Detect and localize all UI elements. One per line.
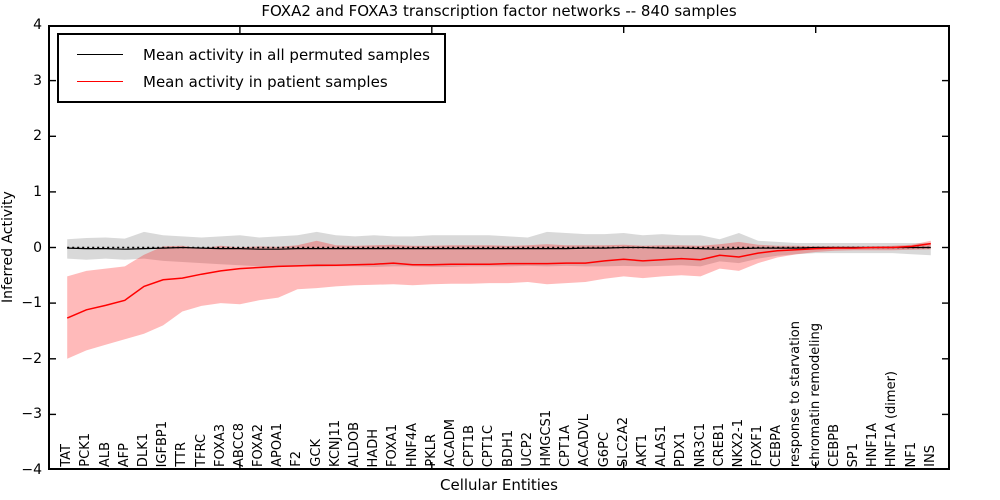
x-category-label: FOXA3 [212,424,228,467]
x-category-label: F2 [289,451,305,467]
x-category-label: ALB [97,441,113,467]
y-tick-label: −3 [21,406,42,423]
x-category-label: PDX1 [673,431,689,467]
x-category-label: ACADM [443,419,459,467]
x-category-label: CEBPB [826,424,842,467]
x-category-label: CEBPA [769,424,785,467]
x-category-label: HNF1A (dimer) [884,370,900,467]
x-category-label: IGFBP1 [155,420,171,467]
x-category-label: ALDOB [347,421,363,467]
y-tick-label: −2 [21,350,42,367]
x-category-label: SLC2A2 [615,416,631,467]
x-category-label: SP1 [846,442,862,467]
x-category-label: ACADVL [577,414,593,467]
x-category-label: APOA1 [270,423,286,467]
x-category-label: CREB1 [711,423,727,467]
chart-title: FOXA2 and FOXA3 transcription factor net… [261,2,737,20]
x-category-label: FOXA1 [385,424,401,467]
x-category-label: AFP [116,442,132,467]
x-category-label: AKT1 [634,434,650,467]
y-tick-label: 3 [33,72,42,89]
x-category-label: NR3C1 [692,422,708,467]
x-category-label: PCK1 [78,433,94,467]
x-category-label: DLK1 [135,432,151,467]
x-category-label: UCP2 [519,432,535,467]
x-category-label: CPT1C [481,424,497,467]
x-category-label: HADH [366,428,382,467]
x-category-label: response to starvation [788,320,804,467]
y-tick-label: 4 [33,17,42,33]
x-category-label: CPT1B [462,424,478,467]
x-category-label: INS [922,445,938,467]
x-category-label: G6PC [596,431,612,467]
plot-area [48,25,950,470]
x-category-label: FOXF1 [750,425,766,467]
legend-label: Mean activity in all permuted samples [143,45,430,64]
x-category-label: ABCC8 [231,422,247,467]
x-category-label: chromatin remodeling [807,323,823,467]
x-category-label: BDH1 [500,430,516,467]
x-category-label: CPT1A [558,424,574,467]
x-category-label: TAT [59,444,75,467]
legend-label: Mean activity in patient samples [143,72,388,91]
x-category-label: NKX2-1 [730,418,746,467]
legend-entry-permuted: Mean activity in all permuted samples [71,41,430,68]
legend-line-sample-red [77,81,123,82]
x-axis-label: Cellular Entities [440,476,558,494]
x-category-label: KCNJ11 [327,420,343,467]
x-category-label: FOXA2 [251,424,267,467]
legend-entry-patient: Mean activity in patient samples [71,68,430,95]
x-category-label: PKLR [423,434,439,467]
x-category-label: HNF1A [865,422,881,467]
y-tick-label: −1 [21,295,42,312]
plot-canvas [48,25,950,470]
x-category-label: HNF4A [404,422,420,467]
x-category-label: TFRC [193,434,209,467]
y-tick-label: 2 [33,128,42,145]
legend-line-sample-black [77,54,123,55]
x-category-label: TTR [174,442,190,467]
x-category-label: ALAS1 [654,425,670,467]
y-tick-label: −4 [21,462,42,478]
x-category-label: NF1 [903,441,919,467]
x-category-label: HMGCS1 [538,410,554,467]
y-tick-label: 0 [33,239,42,256]
y-tick-label: 1 [33,183,42,200]
legend: Mean activity in all permuted samples Me… [57,33,446,103]
x-category-label: GCK [308,439,324,467]
